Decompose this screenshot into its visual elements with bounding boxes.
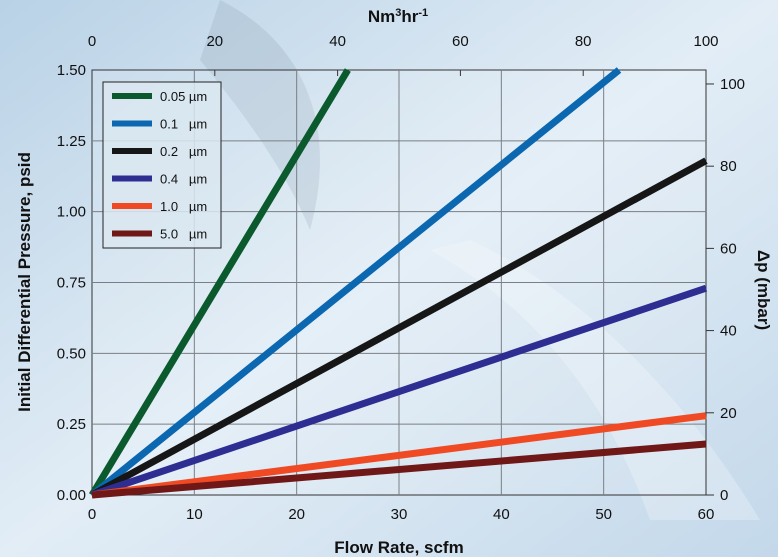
legend-items: 0.05 µm 0.1 µm 0.2 µm 0.4 µm 1.0 µm 5.0 µm <box>112 89 207 242</box>
legend: 0.05 µm 0.1 µm 0.2 µm 0.4 µm 1.0 µm 5.0 µm <box>102 81 222 249</box>
right-axis-title: Δp (mbar) <box>754 250 773 330</box>
tick-labels: 0 10 20 30 40 50 60 0.00 0.25 0.50 0.75 1.00 1.25 1.5… <box>57 33 745 523</box>
series-line <box>90 284 708 499</box>
series-line <box>91 412 707 499</box>
legend-label: 0.05 µm <box>160 89 207 104</box>
y-tick-label: 1.00 <box>57 204 86 221</box>
x-tick-label: 10 <box>186 506 203 523</box>
top-tick-label: 20 <box>206 33 223 50</box>
top-axis-title-sup2: -1 <box>418 7 428 19</box>
legend-box <box>102 81 222 249</box>
top-tick-label: 60 <box>452 33 469 50</box>
right-tick-label: 0 <box>720 487 728 504</box>
x-tick-label: 60 <box>698 506 715 523</box>
y-tick-label: 0.25 <box>57 416 86 433</box>
background-decoration <box>430 240 760 520</box>
legend-label: 0.1 µm <box>160 117 207 132</box>
right-tick-label: 100 <box>720 76 745 93</box>
series-line <box>89 68 351 497</box>
top-axis-title-base: Nm <box>368 7 395 26</box>
y-tick-label: 0.50 <box>57 345 86 362</box>
legend-label: 0.2 µm <box>160 144 207 159</box>
series-lines <box>89 67 708 499</box>
y-tick-label: 1.25 <box>57 133 86 150</box>
y-tick-label: 1.50 <box>57 62 86 79</box>
y-tick-label: 0.00 <box>57 487 86 504</box>
x-tick-label: 20 <box>288 506 305 523</box>
series-line <box>89 67 622 498</box>
legend-label: 0.4 µm <box>160 172 207 187</box>
top-tick-label: 40 <box>329 33 346 50</box>
right-tick-label: 40 <box>720 323 737 340</box>
top-axis-title-sup1: 3 <box>395 7 401 19</box>
x-tick-label: 30 <box>391 506 408 523</box>
top-axis-title: Nm3hr-1 <box>368 7 428 26</box>
series-line <box>91 440 707 499</box>
right-tick-label: 20 <box>720 405 737 422</box>
top-tick-label: 0 <box>88 33 96 50</box>
legend-label: 5.0 µm <box>160 227 207 242</box>
right-tick-label: 80 <box>720 158 737 175</box>
x-tick-label: 50 <box>595 506 612 523</box>
top-axis-title-mid: hr <box>401 7 418 26</box>
y-axis-title: Initial Differential Pressure, psid <box>15 152 34 412</box>
legend-label: 1.0 µm <box>160 199 207 214</box>
top-tick-label: 100 <box>693 33 718 50</box>
x-tick-label: 0 <box>88 506 96 523</box>
right-tick-label: 60 <box>720 240 737 257</box>
series-line <box>90 157 708 499</box>
top-tick-label: 80 <box>575 33 592 50</box>
y-tick-label: 0.75 <box>57 275 86 292</box>
x-tick-label: 40 <box>493 506 510 523</box>
x-axis-title: Flow Rate, scfm <box>334 538 463 557</box>
